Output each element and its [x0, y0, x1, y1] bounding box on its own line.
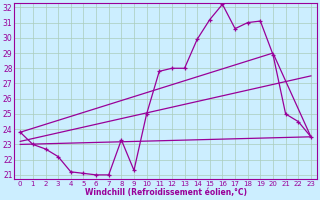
X-axis label: Windchill (Refroidissement éolien,°C): Windchill (Refroidissement éolien,°C)	[84, 188, 247, 197]
